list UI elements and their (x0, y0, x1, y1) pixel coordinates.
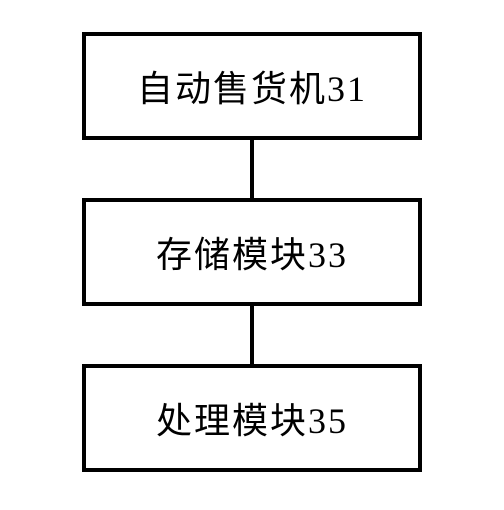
node-storage-module: 存储模块33 (82, 198, 422, 306)
node-vending-machine: 自动售货机31 (82, 32, 422, 140)
edge-connector (250, 306, 254, 364)
node-label: 自动售货机31 (137, 60, 367, 112)
node-processing-module: 处理模块35 (82, 364, 422, 472)
flowchart-diagram: 自动售货机31 存储模块33 处理模块35 (72, 32, 432, 472)
edge-connector (250, 140, 254, 198)
node-label: 处理模块35 (156, 392, 348, 444)
node-label: 存储模块33 (156, 226, 348, 278)
